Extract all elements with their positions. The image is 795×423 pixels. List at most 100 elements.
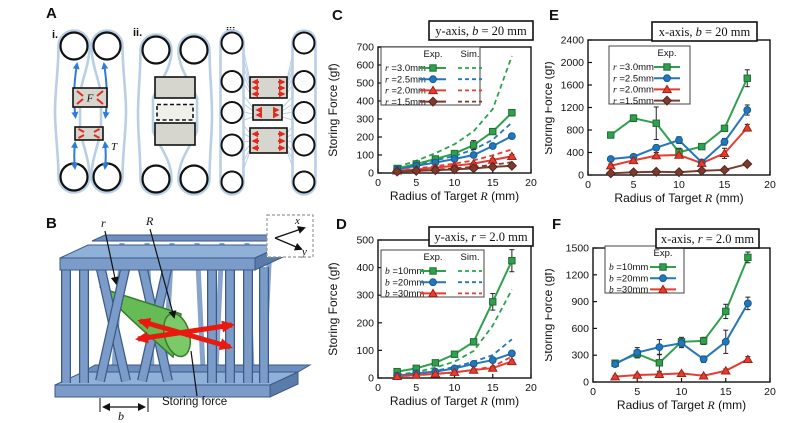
- legend-exp-header: Exp.: [657, 48, 676, 59]
- svg-text:2000: 2000: [561, 57, 585, 69]
- tension-label: T: [111, 141, 118, 153]
- svg-text:20: 20: [764, 386, 776, 398]
- legend-row-label-b=30mm: b =30mm: [385, 289, 424, 300]
- y-axis-label: Storing Force (gf): [326, 262, 340, 355]
- svg-text:5: 5: [413, 177, 419, 189]
- legend-box: [380, 46, 481, 106]
- legend-sim-header: Sim.: [461, 49, 480, 60]
- legend-exp-header: Exp.: [653, 248, 672, 259]
- svg-text:10: 10: [449, 177, 461, 189]
- top-slab-top: [59, 244, 284, 259]
- legend-row-label-r=2.5mm: r =2.5mm: [613, 73, 654, 84]
- markers-r=1.5mm: [605, 158, 753, 179]
- storing-force-label: Storing force: [162, 396, 227, 408]
- legend-row-label-b=20mm: b =20mm: [385, 277, 424, 288]
- chart-title-box: [651, 21, 758, 42]
- legend-sim-header: Sim.: [461, 252, 480, 263]
- rollers: [141, 35, 209, 194]
- markers-r=2.0mm: [605, 122, 753, 170]
- front-cross-pillars: [95, 263, 131, 383]
- target-slot: [156, 103, 194, 121]
- inset-x-label: x: [294, 215, 300, 227]
- legend-row-label-b=30mm: b =30mm: [609, 285, 648, 296]
- chart-title: y-axis, r = 2.0 mm: [434, 230, 527, 244]
- svg-text:400: 400: [566, 147, 584, 159]
- upper-plate: [154, 76, 196, 99]
- chart-C-storing-force-y-axis: 0 5 10 15 20 0 100 200 300 400 500 600 700 Storing Fo…: [325, 0, 570, 209]
- panel-letter-E: E: [549, 7, 559, 24]
- markers-b=20mm: [611, 299, 752, 369]
- legend-row-label-r=2.0mm: r =2.0mm: [613, 85, 654, 96]
- rollers: [220, 31, 316, 194]
- markers-b=30mm: [392, 356, 517, 381]
- svg-text:0: 0: [375, 382, 381, 394]
- base-width-label: b: [118, 409, 124, 423]
- svg-text:400: 400: [356, 262, 374, 274]
- sub-label-i: i.: [52, 29, 58, 41]
- svg-text:100: 100: [356, 150, 374, 162]
- fibers: [243, 51, 294, 169]
- svg-text:800: 800: [566, 125, 584, 137]
- chart-F-svg: 0 5 10 15 20 0 300 600 900 1200 1500 Storing Force …: [545, 216, 776, 412]
- svg-text:0: 0: [585, 179, 591, 191]
- svg-text:1200: 1200: [561, 102, 585, 114]
- top-slab-front: [59, 257, 256, 271]
- chart-title-box: [428, 20, 534, 41]
- y-axis-label: Storing Force (gf): [545, 268, 555, 361]
- svg-text:1200: 1200: [566, 269, 590, 281]
- x-axis-label: Radius of Target R (mm): [390, 189, 519, 203]
- panel-b-3d-illustration: B: [46, 214, 314, 423]
- y-axis-label: Storing Force (gf): [326, 63, 340, 156]
- chart-title: x-axis, b = 20 mm: [659, 25, 751, 39]
- bottom-back-rail: [81, 364, 312, 373]
- contact-force-arrows: [251, 78, 286, 152]
- chart-title: y-axis, b = 20 mm: [435, 24, 527, 38]
- y-ticks: 0 100 200 300 400 500 600 700: [356, 42, 382, 180]
- inset-box: [266, 214, 314, 258]
- legend-box: [608, 45, 691, 105]
- panel-letter-A: A: [46, 5, 57, 22]
- annotations: r R Storing force b x y: [99, 214, 314, 423]
- legend-row-label-b=20mm: b =20mm: [609, 273, 648, 284]
- panel-letter-D: D: [336, 216, 347, 233]
- legend-row-label-b=10mm: b =10mm: [385, 266, 424, 277]
- legend-row-label-r=1.5mm: r =1.5mm: [613, 96, 654, 107]
- lattice-structure: [54, 234, 312, 398]
- x-axis-label: Radius of Target R (mm): [617, 398, 746, 412]
- y-axis-arrow: [274, 237, 303, 251]
- target-radius-label: R: [145, 214, 154, 228]
- force-plate: [72, 87, 108, 108]
- svg-text:20: 20: [525, 177, 537, 189]
- storing-force-pointer: [190, 350, 198, 397]
- legend-exp-header: Exp.: [423, 49, 442, 60]
- svg-text:0: 0: [368, 373, 374, 385]
- legend-row-label-r=3.0mm: r =3.0mm: [385, 63, 426, 74]
- storing-force-arrows: [135, 318, 235, 350]
- pillar-radius-label: r: [101, 216, 106, 230]
- panel-letter-B: B: [46, 215, 57, 232]
- svg-text:15: 15: [719, 179, 731, 191]
- panel-a-schematic: A i. F T: [46, 5, 317, 196]
- svg-text:0: 0: [368, 168, 374, 180]
- force-label: F: [86, 93, 94, 105]
- inset-y-label: y: [301, 246, 307, 258]
- panel-a-sub-ii: ii.: [133, 27, 214, 196]
- svg-text:15: 15: [487, 382, 499, 394]
- svg-text:900: 900: [571, 296, 589, 308]
- svg-text:0: 0: [583, 377, 589, 389]
- target-radius-pointer: [149, 228, 177, 319]
- legend-box: [604, 245, 685, 294]
- y-ticks: 0 100 200 300 400 500: [356, 235, 382, 385]
- markers-r=1.5mm: [392, 160, 517, 177]
- svg-text:300: 300: [356, 290, 374, 302]
- panel-letter-F: F: [552, 216, 561, 233]
- x-axis-label: Radius of Target R (mm): [614, 191, 743, 205]
- sub-label-ii: ii.: [133, 27, 142, 39]
- svg-text:500: 500: [356, 235, 374, 247]
